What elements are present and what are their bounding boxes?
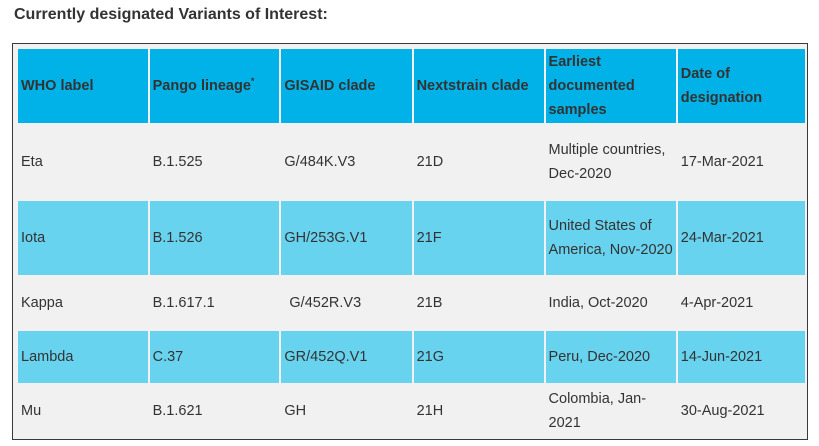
header-who-label: WHO label <box>18 49 148 123</box>
cell-who-label: Eta <box>18 125 148 199</box>
page-title: Currently designated Variants of Interes… <box>14 6 328 23</box>
cell-date-designation: 24-Mar-2021 <box>677 201 805 275</box>
table-row: Eta B.1.525 G/484K.V3 21D Multiple count… <box>18 125 805 199</box>
cell-earliest-samples: Colombia, Jan-2021 <box>545 385 676 437</box>
cell-pango-lineage: B.1.621 <box>149 385 280 437</box>
cell-pango-lineage: B.1.617.1 <box>149 277 280 329</box>
cell-pango-lineage: B.1.525 <box>149 125 280 199</box>
cell-gisaid-clade: GH <box>281 385 412 437</box>
variants-table-container: WHO label Pango lineage* GISAID clade Ne… <box>12 43 808 440</box>
table-row: Kappa B.1.617.1 G/452R.V3 21B India, Oct… <box>18 277 805 329</box>
table-row: Iota B.1.526 GH/253G.V1 21F United State… <box>18 201 805 275</box>
cell-nextstrain-clade: 21G <box>413 331 544 383</box>
cell-pango-lineage: B.1.526 <box>149 201 280 275</box>
cell-gisaid-clade: GR/452Q.V1 <box>281 331 412 383</box>
cell-who-label: Kappa <box>18 277 148 329</box>
table-header-row: WHO label Pango lineage* GISAID clade Ne… <box>18 49 805 123</box>
cell-nextstrain-clade: 21B <box>413 277 544 329</box>
footnote-marker: * <box>250 76 255 87</box>
cell-nextstrain-clade: 21H <box>413 385 544 437</box>
cell-pango-lineage: C.37 <box>149 331 280 383</box>
cell-who-label: Iota <box>18 201 148 275</box>
cell-earliest-samples: Peru, Dec-2020 <box>545 331 676 383</box>
cell-who-label: Lambda <box>18 331 148 383</box>
cell-nextstrain-clade: 21D <box>413 125 544 199</box>
variants-table: WHO label Pango lineage* GISAID clade Ne… <box>16 47 807 439</box>
cell-earliest-samples: Multiple countries, Dec-2020 <box>545 125 676 199</box>
cell-date-designation: 30-Aug-2021 <box>677 385 805 437</box>
cell-who-label: Mu <box>18 385 148 437</box>
header-nextstrain-clade: Nextstrain clade <box>413 49 544 123</box>
header-pango-lineage: Pango lineage* <box>149 49 280 123</box>
cell-gisaid-clade: GH/253G.V1 <box>281 201 412 275</box>
cell-gisaid-clade: G/484K.V3 <box>281 125 412 199</box>
cell-date-designation: 17-Mar-2021 <box>677 125 805 199</box>
cell-date-designation: 14-Jun-2021 <box>677 331 805 383</box>
header-date-designation: Date of designation <box>677 49 805 123</box>
table-row: Lambda C.37 GR/452Q.V1 21G Peru, Dec-202… <box>18 331 805 383</box>
cell-earliest-samples: United States of America, Nov-2020 <box>545 201 676 275</box>
table-row: Mu B.1.621 GH 21H Colombia, Jan-2021 30-… <box>18 385 805 437</box>
cell-nextstrain-clade: 21F <box>413 201 544 275</box>
cell-date-designation: 4-Apr-2021 <box>677 277 805 329</box>
header-gisaid-clade: GISAID clade <box>281 49 412 123</box>
header-earliest-samples: Earliest documented samples <box>545 49 676 123</box>
cell-gisaid-clade: G/452R.V3 <box>281 277 412 329</box>
cell-earliest-samples: India, Oct-2020 <box>545 277 676 329</box>
